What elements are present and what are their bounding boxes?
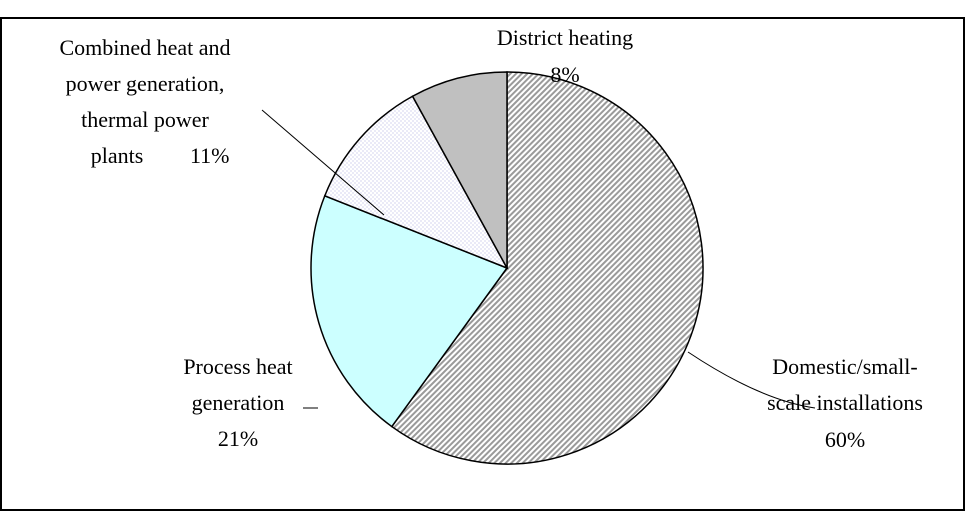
slice-label: District heating (497, 25, 633, 50)
pie-slice (411, 71, 508, 269)
slice-label: Process heat generation (183, 354, 292, 415)
pie-slice (310, 194, 509, 428)
pie-slice (390, 71, 704, 465)
slice-value-label: 11% (190, 143, 230, 168)
slice-label: Combined heat and power generation, therma… (59, 35, 230, 168)
leader-line (261, 109, 385, 216)
pie-slice (323, 95, 509, 270)
slice-value-label: 60% (825, 427, 865, 452)
slice-value-label: 21% (218, 426, 258, 451)
slice-value-label: 8% (550, 62, 579, 87)
slice-label: Domestic/small-scale installations (767, 354, 923, 415)
leader-line (687, 351, 816, 409)
